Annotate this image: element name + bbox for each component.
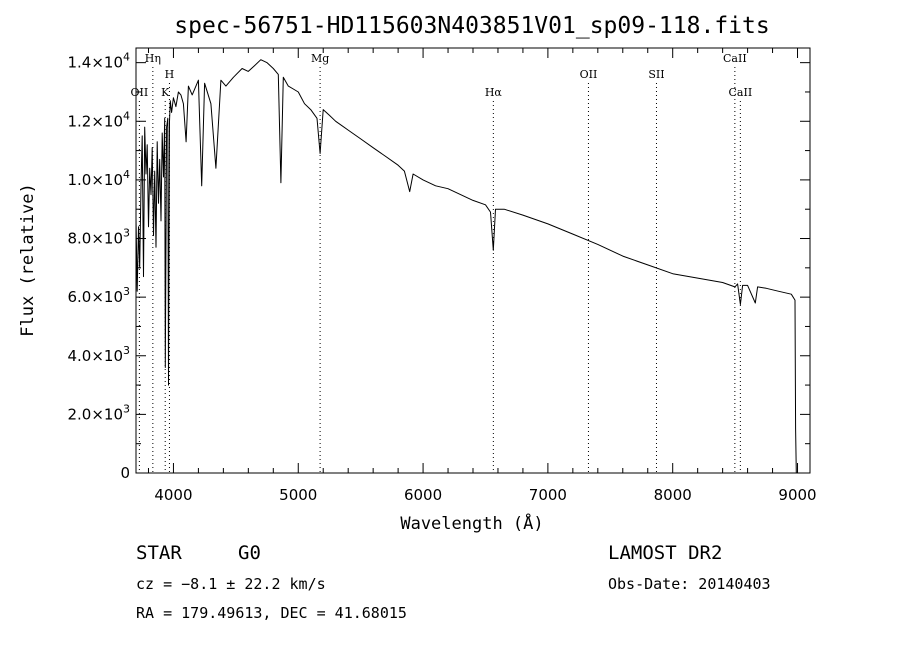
spectral-line-label: K — [161, 86, 170, 99]
x-tick-label: 4000 — [154, 486, 192, 504]
spectral-line-label: Hα — [485, 86, 503, 99]
y-tick-label: 1.0×104 — [67, 168, 130, 189]
spectrum-chart: spec-56751-HD115603N403851V01_sp09-118.f… — [18, 13, 817, 534]
object-class: STAR — [136, 542, 182, 564]
y-tick-label: 6.0×103 — [67, 285, 130, 306]
spectral-line-label: H — [165, 68, 175, 81]
spectral-line-label: Mg — [311, 52, 329, 65]
spectrum-line — [135, 59, 797, 474]
x-tick-label: 9000 — [778, 486, 816, 504]
x-tick-label: 5000 — [279, 486, 317, 504]
spectral-line-label: CaII — [729, 86, 753, 99]
y-axis-label: Flux (relative) — [18, 183, 38, 337]
x-axis-label: Wavelength (Å) — [400, 512, 543, 534]
y-axis-ticks: 0 2.0×103 4.0×103 6.0×103 8.0×103 1.0×104 1.2×… — [67, 51, 810, 482]
x-axis-ticks: 4000 5000 6000 7000 8000 9000 — [147, 48, 817, 504]
y-tick-label: 8.0×103 — [67, 227, 130, 248]
y-tick-label: 1.2×104 — [67, 109, 130, 130]
redshift-cz: cz = −8.1 ± 22.2 km/s — [136, 575, 326, 593]
x-tick-label: 6000 — [404, 486, 442, 504]
y-tick-label: 0 — [120, 464, 130, 482]
chart-title: spec-56751-HD115603N403851V01_sp09-118.f… — [174, 13, 769, 39]
x-tick-label: 8000 — [654, 486, 692, 504]
spectral-line-label: CaII — [723, 52, 747, 65]
y-tick-label: 4.0×103 — [67, 344, 130, 365]
plot-frame — [135, 47, 811, 474]
survey-name: LAMOST DR2 — [608, 542, 723, 564]
ra-dec: RA = 179.49613, DEC = 41.68015 — [136, 604, 407, 622]
y-tick-label: 1.4×104 — [67, 51, 130, 72]
x-tick-label: 7000 — [529, 486, 567, 504]
spectral-line-label: OII — [131, 86, 149, 99]
spectral-line-label: OII — [580, 68, 598, 81]
object-subclass: G0 — [238, 542, 261, 564]
observation-date: Obs-Date: 20140403 — [608, 575, 771, 593]
spectral-line-label: SII — [648, 68, 664, 81]
spectral-line-markers: OII Hη KH Mg Hα OII SII CaII CaII — [131, 52, 753, 473]
spectral-line-label: Hη — [145, 52, 161, 65]
y-tick-label: 2.0×103 — [67, 402, 130, 423]
